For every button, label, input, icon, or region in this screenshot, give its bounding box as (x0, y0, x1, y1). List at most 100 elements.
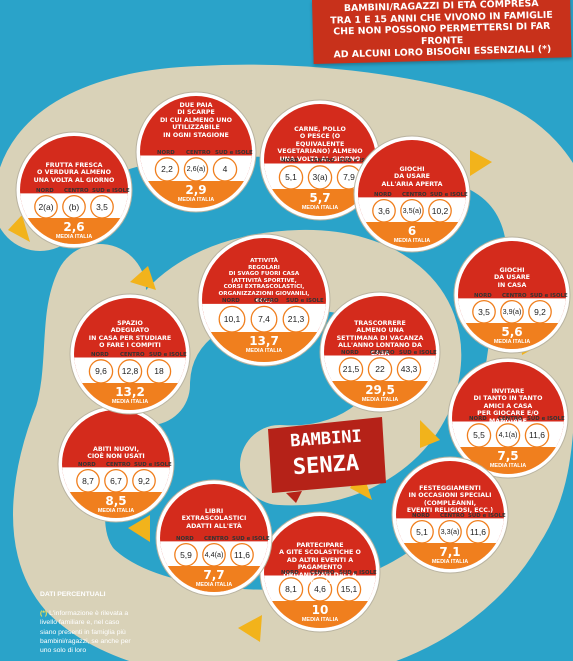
region-value: 7,4 (258, 314, 270, 325)
region-value: 2(a) (38, 201, 54, 212)
region-label: SUD e ISOLE (430, 191, 468, 198)
region-label: SUD e ISOLE (215, 149, 253, 156)
region-label: CENTRO (120, 351, 145, 358)
badge-caption: INVITARE DI TANTO IN TANTO AMICI A CASA PER… (473, 388, 543, 425)
badge-caption: GIOCHI DA USARE IN CASA (494, 267, 530, 289)
region-value: 5,9 (180, 549, 192, 560)
arrow-icon (470, 150, 492, 176)
region-label: SUD e ISOLE (399, 349, 437, 356)
region-label: NORD (281, 569, 299, 576)
average-value: 7,1 MEDIA ITALIA (431, 545, 469, 566)
average-value: 8,5 MEDIA ITALIA (97, 494, 135, 515)
region-label: SUD e ISOLE (232, 535, 270, 542)
region-value: 5,1 (416, 526, 428, 537)
region-label: CENTRO (310, 157, 335, 164)
average-value: 2,9 MEDIA ITALIA (177, 183, 215, 204)
badge-item: FRUTTA FRESCA O VERDURA ALMENO UNA VOLTA A… (14, 130, 134, 250)
region-value: 15,1 (340, 584, 358, 595)
region-label: SUD e ISOLE (530, 292, 568, 299)
region-value: 8,7 (82, 475, 94, 486)
region-value: 18 (154, 366, 164, 377)
region-label: NORD (222, 298, 240, 305)
region-value: 3,9(a) (502, 306, 522, 316)
badge-item: GIOCHI DA USARE IN CASA NORD 3,5 CENTRO 3,9(a)… (452, 235, 572, 355)
badge-item: FESTEGGIAMENTI IN OCCASIONI SPECIALI (COMP… (390, 455, 510, 575)
badge-item: DUE PAIA DI SCARPE DI CUI ALMENO UNO UTILIZ… (134, 90, 258, 214)
region-label: NORD (469, 415, 487, 422)
region-label: NORD (176, 535, 194, 542)
region-label: NORD (36, 187, 54, 194)
region-label: CENTRO (310, 569, 335, 576)
average-value: 13,7 MEDIA ITALIA (245, 334, 283, 355)
region-value: 21,5 (342, 364, 360, 375)
region-value: 3,5 (96, 201, 108, 212)
arrow-icon (130, 266, 156, 290)
region-value: (b) (68, 201, 80, 212)
region-label: SUD e ISOLE (134, 461, 172, 468)
region-value: 5,5 (473, 430, 485, 441)
region-value: 9,6 (95, 366, 107, 377)
region-value: 43,3 (400, 364, 418, 375)
arrow-icon (238, 615, 262, 642)
badge-item: ATTIVITÀ REGOLARI DI SVAGO FUORI CASA (ATTI… (196, 232, 332, 368)
badge-item: CARNE, POLLO O PESCE (O EQUIVALENTE VEGETA… (258, 98, 382, 222)
region-value: 6,7 (110, 475, 122, 486)
region-label: NORD (91, 351, 109, 358)
region-value: 5,1 (285, 172, 297, 183)
arrow-icon (8, 215, 30, 242)
region-value: 3,3(a) (440, 526, 460, 536)
badge-item: PARTECIPARE A GITE SCOLASTICHE O AD ALTRI … (258, 510, 382, 634)
badge-caption: DUE PAIA DI SCARPE DI CUI ALMENO UNO UTILIZ… (159, 102, 232, 139)
badge-item: SPAZIO ADEGUATO IN CASA PER STUDIARE O FARE… (68, 292, 192, 416)
region-value: 4,4(a) (204, 549, 224, 559)
region-value: 10,1 (223, 314, 241, 325)
region-label: CENTRO (498, 415, 523, 422)
region-label: CENTRO (402, 191, 427, 198)
arrow-icon (128, 515, 150, 542)
region-value: 4,6 (314, 584, 326, 595)
region-label: CENTRO (106, 461, 131, 468)
badge-caption: FESTEGGIAMENTI IN OCCASIONI SPECIALI (COMP… (406, 485, 494, 515)
title: BAMBINI/RAGAZZI DI ETÀ COMPRESA TRA 1 E 1… (330, 0, 553, 61)
badge-item: GIOCHI DA USARE ALL'ARIA APERTA NORD 3,6 CENT… (352, 134, 472, 254)
badge-item: ABITI NUOVI, CIOÈ NON USATI NORD 8,7 CENTRO 6… (56, 404, 176, 524)
badge-item: TRASCORRERE ALMENO UNA SETTIMANA DI VACANZ… (318, 290, 442, 414)
region-label: NORD (341, 349, 359, 356)
region-label: CENTRO (440, 512, 465, 519)
region-label: NORD (157, 149, 175, 156)
badge-caption: LIBRI EXTRASCOLASTICI ADATTI ALL'ETÀ (181, 508, 247, 530)
center-banner: BAMBINI SENZA (262, 407, 390, 503)
footnote: DATI PERCENTUALI (*) L'informazione è ri… (40, 591, 131, 655)
region-value: 11,6 (529, 430, 545, 441)
region-label: CENTRO (64, 187, 89, 194)
badge-caption: FRUTTA FRESCA O VERDURA ALMENO UNA VOLTA A… (33, 162, 115, 184)
region-value: 12,8 (121, 366, 139, 377)
arrow-icon (420, 420, 440, 448)
badge-caption: ATTIVITÀ REGOLARI DI SVAGO FUORI CASA (ATTI… (218, 258, 310, 304)
region-label: NORD (474, 292, 492, 299)
region-value: 11,6 (234, 549, 250, 560)
region-value: 3(a) (312, 172, 328, 183)
region-value: 11,6 (470, 526, 486, 537)
badge-item: LIBRI EXTRASCOLASTICI ADATTI ALL'ETÀ NORD 5,… (154, 478, 274, 598)
title-banner: BAMBINI/RAGAZZI DI ETÀ COMPRESA TRA 1 E 1… (312, 0, 572, 64)
region-label: SUD e ISOLE (468, 512, 506, 519)
region-value: 9,2 (138, 475, 150, 486)
badge-caption: TRASCORRERE ALMENO UNA SETTIMANA DI VACANZ… (336, 320, 424, 357)
average-value: 10 MEDIA ITALIA (301, 603, 339, 624)
average-value: 5,6 MEDIA ITALIA (493, 325, 531, 346)
badge-caption: CARNE, POLLO O PESCE (O EQUIVALENTE VEGETA… (277, 126, 363, 163)
region-label: SUD e ISOLE (92, 187, 130, 194)
average-value: 6 MEDIA ITALIA (393, 224, 431, 245)
region-value: 8,1 (285, 584, 297, 595)
average-value: 5,7 MEDIA ITALIA (301, 191, 339, 212)
average-value: 2,6 MEDIA ITALIA (55, 220, 93, 241)
region-label: SUD e ISOLE (339, 157, 377, 164)
region-value: 22 (375, 364, 385, 375)
region-value: 3,6 (378, 205, 390, 216)
average-value: 7,7 MEDIA ITALIA (195, 568, 233, 589)
region-value: 4,1(a) (498, 430, 518, 440)
region-label: CENTRO (502, 292, 527, 299)
region-label: NORD (412, 512, 430, 519)
